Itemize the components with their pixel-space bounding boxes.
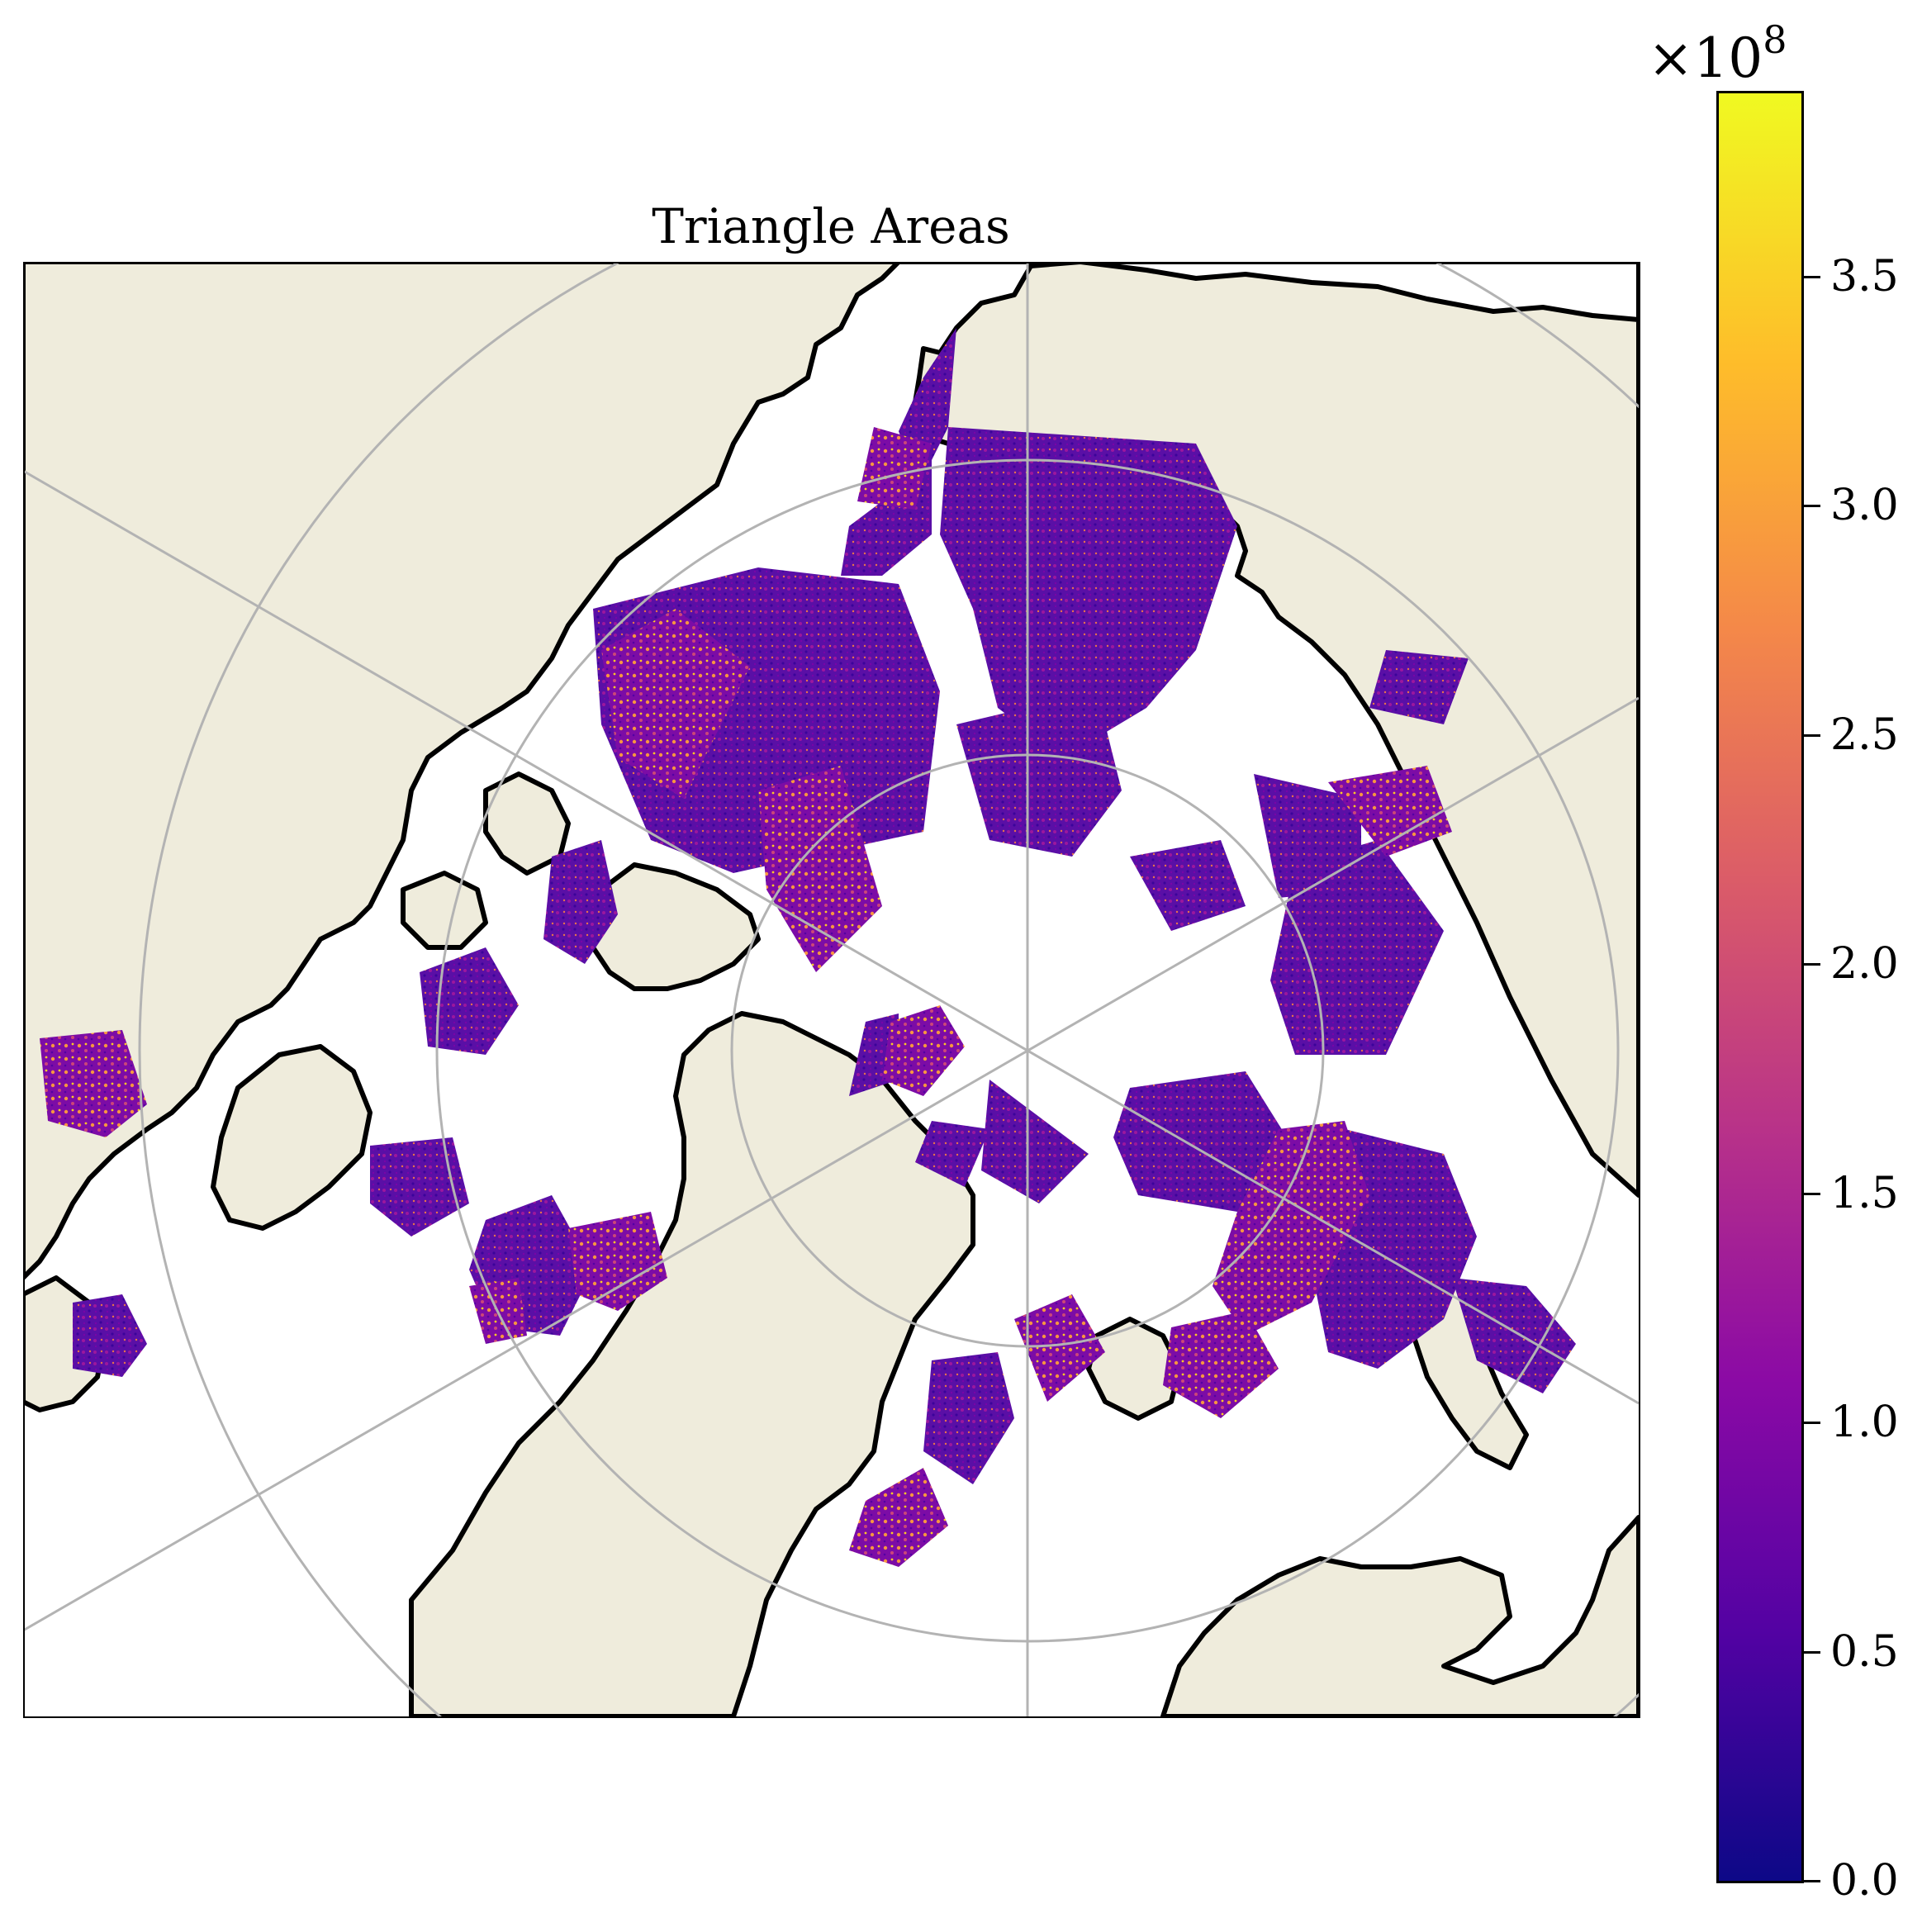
colorbar-tick-label: 3.5	[1830, 251, 1899, 301]
swath	[857, 427, 932, 510]
colorbar-gradient	[1719, 93, 1801, 1881]
swath	[1014, 1294, 1105, 1402]
swath	[758, 766, 882, 972]
swath	[73, 1294, 147, 1377]
swath	[601, 609, 750, 799]
land-scandinavia	[1160, 1515, 1639, 1716]
colorbar-tick-label: 1.0	[1830, 1398, 1899, 1448]
colorbar-tick	[1804, 1880, 1820, 1882]
colorbar-multiplier: ×108	[1648, 12, 1787, 92]
triangle-swaths	[40, 328, 1576, 1567]
swath	[370, 1137, 469, 1237]
colorbar-tick-label: 2.0	[1830, 939, 1899, 990]
swath	[849, 1468, 948, 1567]
swath	[841, 328, 956, 576]
swath	[420, 947, 519, 1055]
colorbar-tick-label: 0.5	[1830, 1626, 1899, 1677]
swath	[1452, 1278, 1576, 1393]
land-greenland	[409, 1011, 975, 1716]
swath	[40, 1030, 147, 1137]
land-alaska-canada	[23, 262, 901, 1280]
colorbar-multiplier-prefix: ×10	[1648, 26, 1763, 90]
swath	[923, 1352, 1014, 1484]
swath	[940, 427, 1237, 757]
swath	[568, 1212, 667, 1311]
swath	[1213, 1121, 1369, 1336]
colorbar-tick	[1804, 505, 1820, 508]
swath	[1369, 650, 1469, 724]
swath	[1130, 840, 1246, 931]
graticule	[23, 262, 1639, 1716]
swath	[915, 1121, 989, 1187]
meridian-60	[23, 469, 1639, 1405]
map-panel	[23, 262, 1639, 1716]
colorbar-tick	[1804, 963, 1820, 966]
land-baffin	[211, 1044, 373, 1231]
colorbar-multiplier-exponent: 8	[1763, 17, 1787, 62]
colorbar-tick-label: 1.5	[1830, 1168, 1899, 1218]
swath	[1270, 840, 1444, 1055]
meridian-120	[23, 696, 1639, 1632]
colorbar-tick	[1804, 275, 1820, 278]
swath	[1328, 766, 1452, 857]
land-ellesmere	[591, 862, 761, 991]
colorbar	[1716, 91, 1804, 1883]
swath	[981, 1080, 1089, 1203]
land-arctic-islands-2	[401, 871, 488, 950]
colorbar-tick-label: 0.0	[1830, 1856, 1899, 1906]
colorbar-tick	[1804, 1422, 1820, 1425]
swath	[956, 691, 1122, 857]
swath	[543, 840, 618, 964]
swath	[882, 1005, 965, 1096]
colorbar-tick	[1804, 1650, 1820, 1654]
colorbar-tick-label: 3.0	[1830, 481, 1899, 531]
map-title: Triangle Areas	[652, 198, 1010, 254]
colorbar-tick	[1804, 733, 1820, 737]
colorbar-tick	[1804, 1192, 1820, 1195]
latitude-circle-60	[138, 262, 1639, 1716]
swath	[1163, 1311, 1279, 1418]
colorbar-tick-label: 2.5	[1830, 710, 1899, 760]
arctic-map	[23, 262, 1639, 1716]
